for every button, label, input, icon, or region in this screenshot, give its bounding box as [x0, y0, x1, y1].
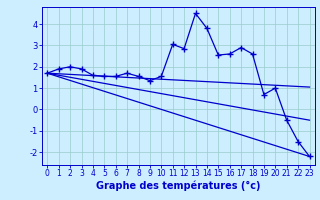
X-axis label: Graphe des températures (°c): Graphe des températures (°c): [96, 181, 261, 191]
